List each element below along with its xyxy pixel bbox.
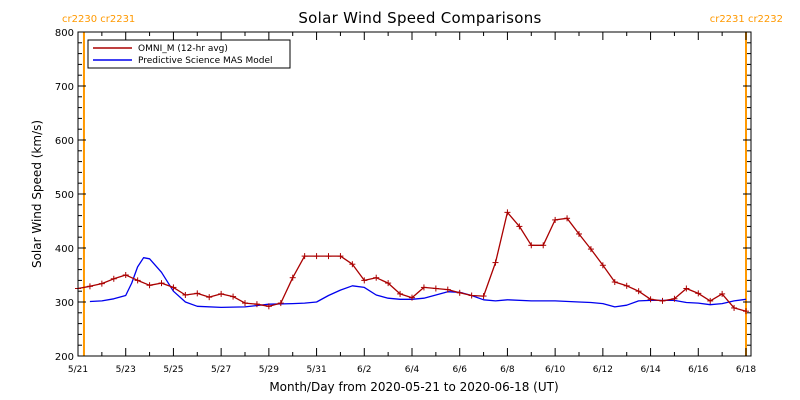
omni-data-point (289, 274, 296, 281)
omni-data-point (182, 291, 189, 298)
omni-data-point (492, 259, 499, 266)
omni-data-point (552, 216, 559, 223)
omni-data-point (540, 242, 547, 249)
x-tick-label: 6/16 (688, 365, 708, 375)
omni-data-point (647, 296, 654, 303)
x-tick-label: 6/12 (593, 365, 613, 375)
omni-data-point (683, 285, 690, 292)
x-axis-label: Month/Day from 2020-05-21 to 2020-06-18 … (269, 380, 558, 394)
legend-box (87, 39, 291, 69)
y-tick-label: 600 (55, 136, 74, 147)
omni-data-point (325, 253, 332, 260)
carrington-marker-label: cr2231 cr2232 (710, 14, 783, 25)
omni-data-point (349, 261, 356, 268)
data-series (75, 209, 749, 315)
y-tick-label: 500 (55, 190, 74, 201)
omni-data-point (409, 294, 415, 301)
chart-title: Solar Wind Speed Comparisons (298, 9, 541, 27)
omni-data-point (659, 297, 666, 304)
omni-data-point (576, 230, 582, 237)
x-tick-label: 6/6 (452, 365, 467, 375)
omni-data-point (277, 300, 284, 307)
omni-data-point (242, 300, 248, 307)
omni-data-point (194, 290, 201, 297)
omni-data-point (599, 262, 606, 269)
legend: OMNI_M (12-hr avg) Predictive Science MA… (87, 39, 291, 69)
y-tick-label: 700 (55, 82, 74, 93)
omni-data-point (98, 280, 105, 287)
omni-data-point (468, 292, 475, 299)
omni-data-point (564, 215, 571, 222)
omni-data-point (253, 301, 260, 308)
x-tick-label: 5/21 (68, 365, 88, 375)
legend-omni-label: OMNI_M (12-hr avg) (138, 44, 228, 54)
omni-data-point (635, 288, 642, 295)
x-tick-label: 5/31 (306, 365, 326, 375)
y-tick-label: 800 (55, 28, 74, 39)
x-tick-label: 6/14 (640, 365, 660, 375)
omni-data-point (623, 282, 630, 289)
omni-data-point (122, 272, 129, 278)
omni-data-point (397, 290, 404, 297)
x-tick-label: 6/10 (545, 365, 565, 375)
omni-data-point (480, 293, 487, 300)
omni-data-point (444, 286, 451, 293)
omni-data-point (528, 242, 535, 249)
omni-data-point (361, 277, 368, 284)
omni-data-point (230, 293, 237, 300)
x-tick-label: 6/18 (736, 365, 756, 375)
omni-data-point (170, 284, 177, 291)
omni-data-point (86, 283, 93, 290)
omni-data-point (206, 294, 213, 301)
omni-data-point (385, 280, 392, 287)
omni-data-point (707, 297, 714, 304)
omni-data-point (218, 290, 225, 297)
y-tick-label: 400 (55, 244, 74, 255)
omni-data-point (313, 253, 320, 260)
omni-data-point (671, 295, 678, 302)
x-tick-label: 6/4 (405, 365, 420, 375)
y-tick-label: 300 (55, 298, 74, 309)
x-tick-label: 5/27 (211, 365, 231, 375)
x-axis: 5/21 5/23 5/25 5/27 5/29 5/31 6/2 6/4 6/6 6/8 6/10… (68, 32, 756, 375)
omni-data-point (337, 253, 344, 260)
omni-data-point (432, 285, 439, 292)
carrington-marker-labels: cr2230 cr2231 cr2231 cr2232 (62, 14, 783, 25)
y-tick-label: 200 (55, 352, 74, 363)
omni-data-point (719, 290, 726, 297)
omni-data-point (611, 279, 618, 286)
x-tick-label: 5/25 (163, 365, 183, 375)
omni-data-point (373, 274, 380, 281)
omni-data-point (504, 209, 511, 216)
omni-data-point (134, 277, 141, 284)
omni-data-point (420, 284, 427, 291)
omni-data-point (110, 275, 117, 282)
omni-data-point (516, 223, 523, 230)
omni-data-point (146, 282, 153, 289)
x-tick-label: 6/2 (357, 365, 371, 375)
omni-data-point (456, 289, 463, 296)
y-axis-label: Solar Wind Speed (km/s) (30, 120, 44, 268)
omni-data-point (158, 280, 165, 287)
x-tick-label: 6/8 (500, 365, 515, 375)
omni-data-point (265, 303, 272, 310)
omni-data-point (743, 308, 749, 315)
omni-data-point (587, 246, 594, 253)
x-tick-label: 5/23 (116, 365, 136, 375)
omni-data-point (301, 253, 308, 260)
carrington-marker-label: cr2230 cr2231 (62, 14, 135, 25)
y-axis: 200 300 400 500 600 700 800 (55, 28, 751, 363)
legend-mas-label: Predictive Science MAS Model (138, 56, 273, 66)
omni-data-point (731, 304, 738, 311)
omni-data-point (695, 290, 702, 297)
x-tick-label: 5/29 (259, 365, 279, 375)
